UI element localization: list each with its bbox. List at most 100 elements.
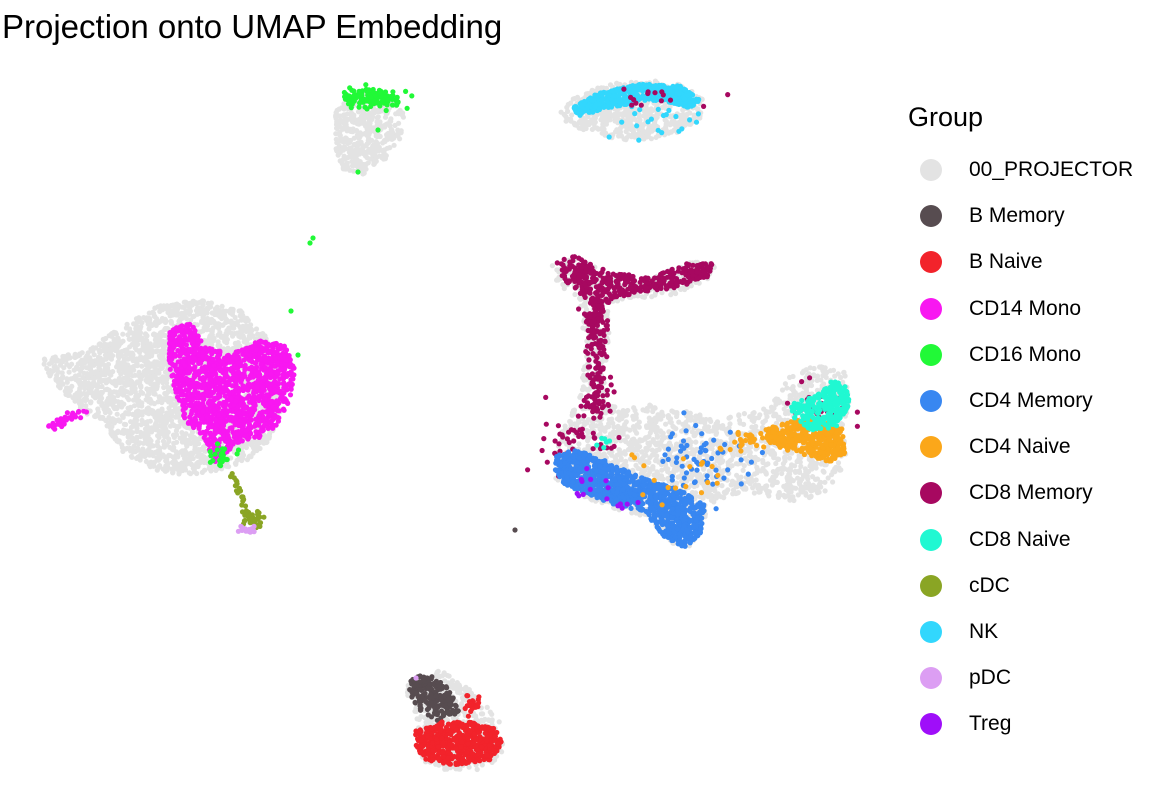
scatter-point bbox=[351, 141, 357, 148]
scatter-point bbox=[365, 112, 371, 118]
scatter-point bbox=[201, 444, 207, 450]
scatter-point bbox=[249, 327, 255, 333]
scatter-point bbox=[55, 358, 61, 364]
scatter-point bbox=[384, 132, 390, 138]
scatter-point bbox=[145, 351, 151, 357]
scatter-point bbox=[120, 331, 126, 337]
scatter-point bbox=[355, 109, 362, 115]
scatter-point bbox=[118, 378, 124, 385]
scatter-point bbox=[236, 333, 242, 339]
scatter-point bbox=[830, 479, 836, 485]
scatter-point bbox=[260, 331, 266, 337]
scatter-point bbox=[163, 458, 169, 464]
scatter-point bbox=[151, 313, 157, 319]
scatter-point bbox=[231, 325, 237, 331]
scatter-point bbox=[339, 105, 345, 111]
scatter-point bbox=[144, 406, 150, 412]
scatter-point bbox=[624, 434, 631, 440]
scatter-point bbox=[97, 415, 103, 421]
scatter-point bbox=[645, 133, 652, 140]
scatter-point bbox=[127, 390, 133, 396]
scatter-point bbox=[127, 445, 133, 451]
scatter-point bbox=[154, 339, 160, 345]
scatter-point bbox=[143, 332, 149, 338]
scatter-point bbox=[134, 363, 140, 369]
scatter-point bbox=[222, 315, 229, 321]
scatter-point bbox=[146, 441, 152, 447]
scatter-point bbox=[208, 468, 214, 474]
scatter-point bbox=[104, 365, 110, 371]
scatter-point bbox=[614, 80, 620, 86]
scatter-point bbox=[691, 114, 697, 121]
scatter-point bbox=[131, 321, 137, 327]
scatter-point bbox=[77, 397, 83, 403]
scatter-point bbox=[91, 352, 97, 358]
scatter-point bbox=[250, 333, 256, 339]
scatter-point bbox=[681, 115, 687, 121]
scatter-point bbox=[161, 303, 167, 309]
scatter-point bbox=[131, 419, 137, 425]
scatter-point bbox=[120, 338, 126, 344]
scatter-point bbox=[157, 418, 163, 424]
scatter-point bbox=[782, 381, 789, 387]
scatter-point bbox=[621, 424, 627, 430]
scatter-point bbox=[643, 103, 649, 109]
scatter-point bbox=[177, 311, 183, 317]
scatter-point bbox=[624, 122, 630, 128]
scatter-point bbox=[337, 133, 343, 139]
scatter-point bbox=[137, 440, 143, 446]
scatter-point bbox=[163, 468, 169, 474]
scatter-point bbox=[623, 128, 629, 135]
scatter-point bbox=[173, 449, 179, 455]
scatter-point bbox=[669, 408, 675, 414]
scatter-point bbox=[75, 377, 81, 383]
scatter-point bbox=[98, 396, 104, 402]
scatter-point bbox=[157, 330, 164, 336]
scatter-point bbox=[799, 370, 806, 376]
scatter-point bbox=[188, 450, 194, 456]
scatter-point bbox=[187, 471, 194, 477]
scatter-point bbox=[179, 420, 185, 426]
scatter-point bbox=[114, 405, 120, 411]
scatter-point bbox=[72, 351, 78, 357]
scatter-point bbox=[121, 359, 127, 365]
scatter-point bbox=[115, 359, 121, 365]
scatter-point bbox=[631, 405, 637, 411]
scatter-point bbox=[166, 438, 172, 444]
scatter-point bbox=[646, 459, 652, 466]
scatter-point bbox=[199, 298, 205, 304]
scatter-point bbox=[179, 460, 185, 466]
scatter-point bbox=[169, 309, 175, 315]
scatter-point bbox=[620, 113, 626, 119]
scatter-point bbox=[337, 113, 343, 119]
scatter-point bbox=[62, 354, 68, 360]
scatter-point bbox=[805, 476, 811, 482]
scatter-point bbox=[369, 128, 375, 134]
scatter-point bbox=[64, 385, 70, 391]
scatter-point bbox=[364, 141, 370, 147]
scatter-point bbox=[198, 308, 204, 314]
scatter-point bbox=[103, 356, 109, 362]
scatter-point bbox=[375, 146, 381, 152]
scatter-point bbox=[599, 115, 605, 121]
scatter-point bbox=[145, 363, 152, 369]
scatter-point bbox=[829, 472, 835, 478]
scatter-point bbox=[341, 112, 347, 118]
scatter-point bbox=[113, 436, 119, 442]
scatter-point bbox=[150, 369, 156, 375]
scatter-point bbox=[91, 375, 97, 381]
scatter-point bbox=[108, 331, 114, 337]
scatter-point bbox=[240, 312, 246, 318]
scatter-point bbox=[161, 376, 167, 382]
scatter-point bbox=[138, 354, 144, 360]
scatter-point bbox=[363, 162, 369, 168]
scatter-point bbox=[86, 373, 92, 379]
scatter-point bbox=[130, 355, 136, 361]
scatter-point bbox=[210, 318, 217, 324]
scatter-point bbox=[54, 367, 60, 373]
scatter-point bbox=[366, 121, 372, 127]
scatter-point bbox=[138, 384, 144, 390]
scatter-point bbox=[773, 460, 779, 467]
scatter-point bbox=[371, 161, 377, 167]
scatter-point bbox=[80, 357, 86, 363]
